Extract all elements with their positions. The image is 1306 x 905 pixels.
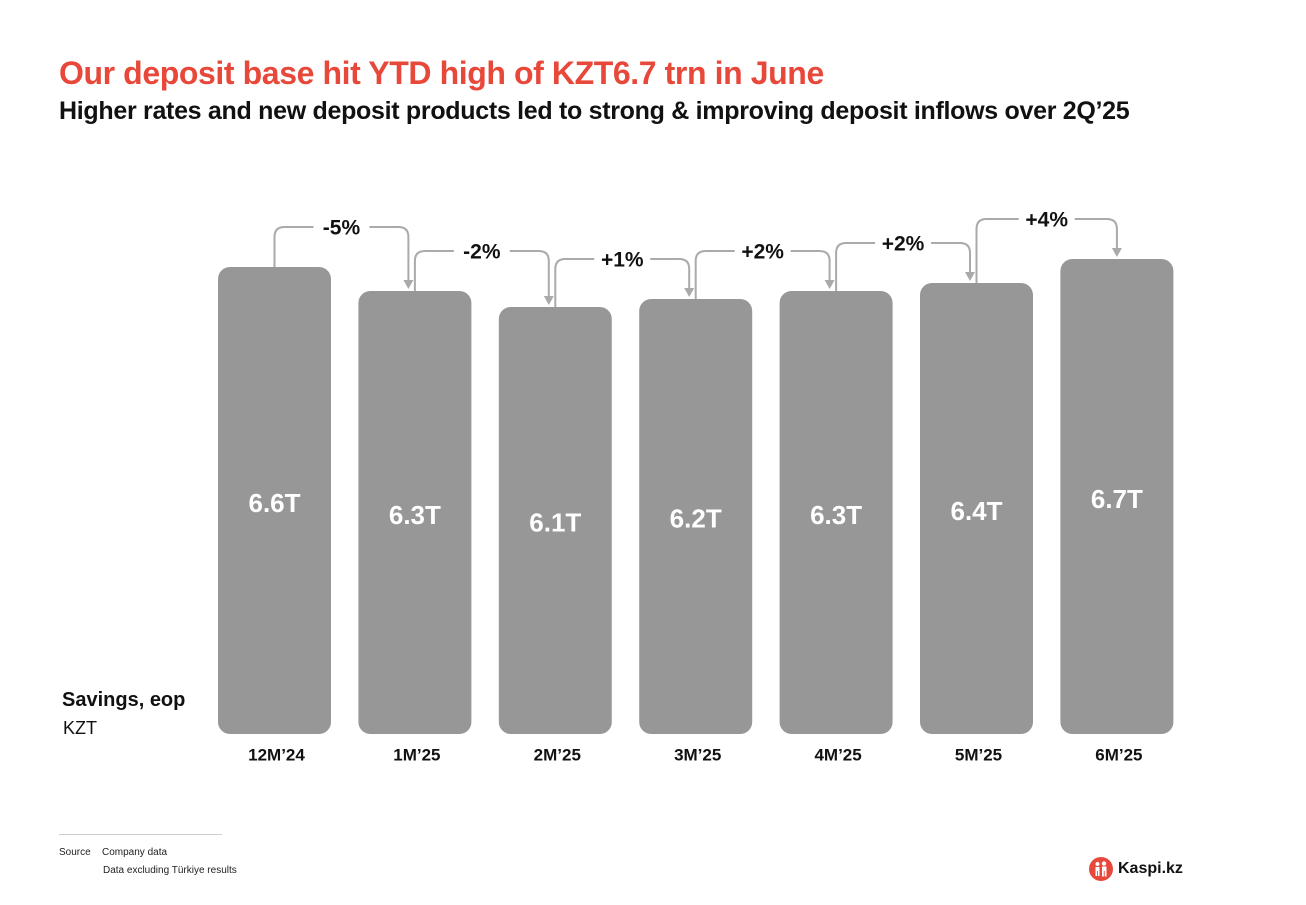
- change-connector-arrow: [509, 250, 550, 297]
- arrow-head: [965, 272, 975, 281]
- kaspi-logo: Kaspi.kz: [1089, 856, 1183, 882]
- bar-value-label: 6.3T: [810, 500, 862, 530]
- change-connector: [694, 250, 735, 299]
- change-connector-arrow: [931, 242, 971, 273]
- source-label: Source: [59, 847, 91, 858]
- change-label: +4%: [1025, 209, 1068, 232]
- arrow-head: [543, 296, 554, 305]
- bar-value-label: 6.1T: [529, 508, 581, 538]
- change-label: +2%: [882, 233, 925, 256]
- arrow-head: [684, 288, 695, 297]
- arrow-head: [1111, 248, 1122, 257]
- change-connector: [554, 258, 595, 307]
- bar: [358, 291, 472, 734]
- bar-value-label: 6.4T: [950, 496, 1002, 526]
- change-connector: [273, 226, 314, 267]
- x-tick-label: 12M’24: [248, 745, 305, 764]
- page-title: Our deposit base hit YTD high of KZT6.7 …: [59, 55, 824, 91]
- source-note: Data excluding Türkiye results: [103, 865, 237, 876]
- bar: [218, 267, 331, 734]
- bar-value-label: 6.2T: [670, 504, 722, 534]
- x-tick-label: 2M’25: [534, 745, 581, 764]
- change-connector-arrow: [1074, 218, 1118, 249]
- kaspi-logo-icon: [1089, 857, 1113, 881]
- bar-value-label: 6.3T: [389, 500, 441, 530]
- bar-value-label: 6.6T: [248, 488, 300, 518]
- change-connector-arrow: [790, 250, 831, 281]
- change-label: -2%: [463, 241, 501, 264]
- bar: [779, 291, 893, 734]
- x-tick-label: 1M’25: [393, 745, 440, 764]
- bar-value-label: 6.7T: [1091, 484, 1143, 514]
- change-label: +2%: [741, 241, 784, 264]
- bar: [920, 283, 1033, 734]
- change-connector-arrow: [650, 258, 691, 289]
- source-text: Company data: [102, 847, 168, 858]
- bar: [498, 307, 612, 734]
- page-subtitle: Higher rates and new deposit products le…: [59, 97, 1130, 125]
- x-tick-label: 4M’25: [814, 745, 861, 764]
- x-tick-label: 6M’25: [1095, 745, 1142, 764]
- change-connector: [835, 242, 876, 291]
- change-connector: [975, 218, 1019, 283]
- bar: [1060, 259, 1174, 734]
- change-label: -5%: [323, 217, 361, 240]
- x-tick-label: 5M’25: [955, 745, 1002, 764]
- metric-name: Savings, eop: [62, 689, 186, 711]
- source-divider: [59, 834, 222, 835]
- change-connector-arrow: [369, 226, 410, 281]
- change-connector: [413, 250, 454, 291]
- arrow-head: [824, 280, 835, 289]
- arrow-head: [403, 280, 414, 289]
- bar: [639, 299, 753, 734]
- change-label: +1%: [601, 249, 644, 272]
- metric-unit: KZT: [63, 718, 97, 738]
- brand-name: Kaspi.kz: [1118, 860, 1183, 877]
- x-tick-label: 3M’25: [674, 745, 721, 764]
